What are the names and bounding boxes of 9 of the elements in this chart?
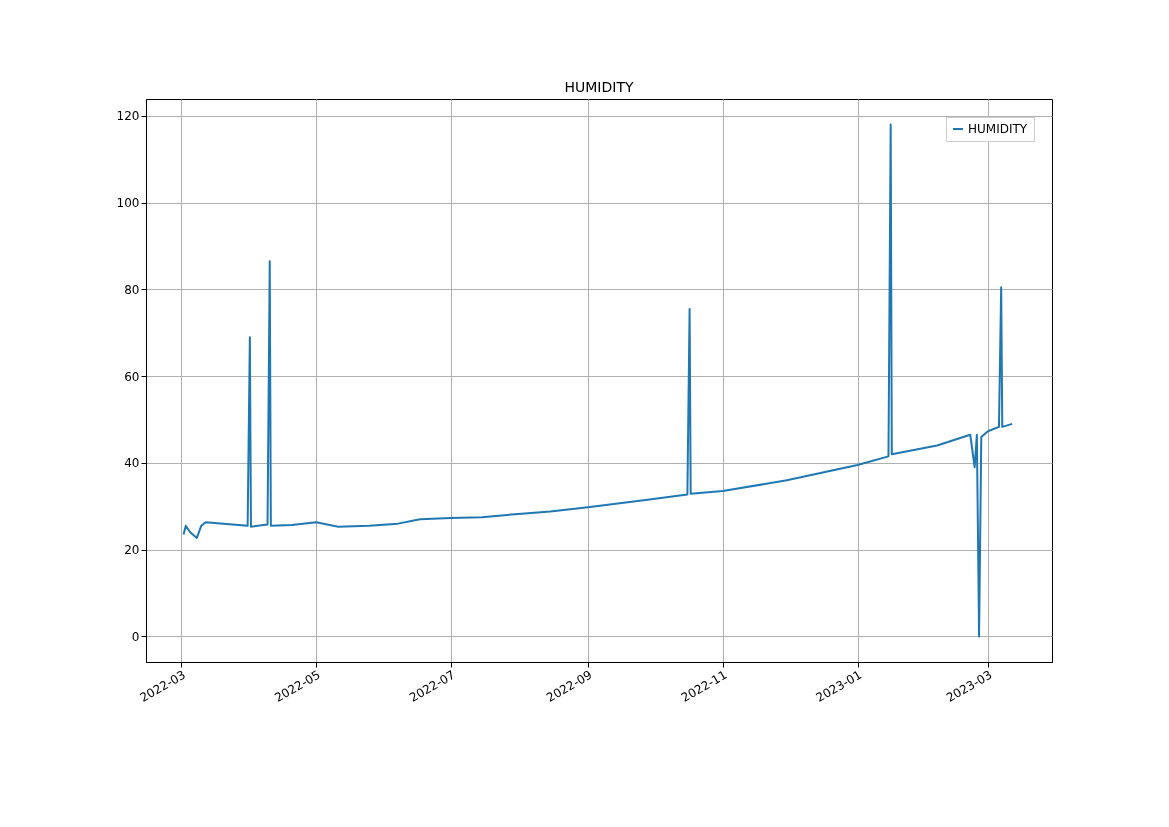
y-tick-label: 100 [116, 196, 140, 211]
y-tick-label: 40 [124, 456, 140, 471]
y-tick-label: 80 [124, 282, 140, 297]
y-tick-label: 120 [116, 109, 140, 124]
y-tick-label: 20 [124, 543, 140, 558]
y-tick-label: 0 [131, 629, 140, 644]
legend-label: HUMIDITY [968, 122, 1028, 136]
chart-title: HUMIDITY [564, 79, 634, 95]
y-tick-label: 60 [124, 369, 140, 384]
